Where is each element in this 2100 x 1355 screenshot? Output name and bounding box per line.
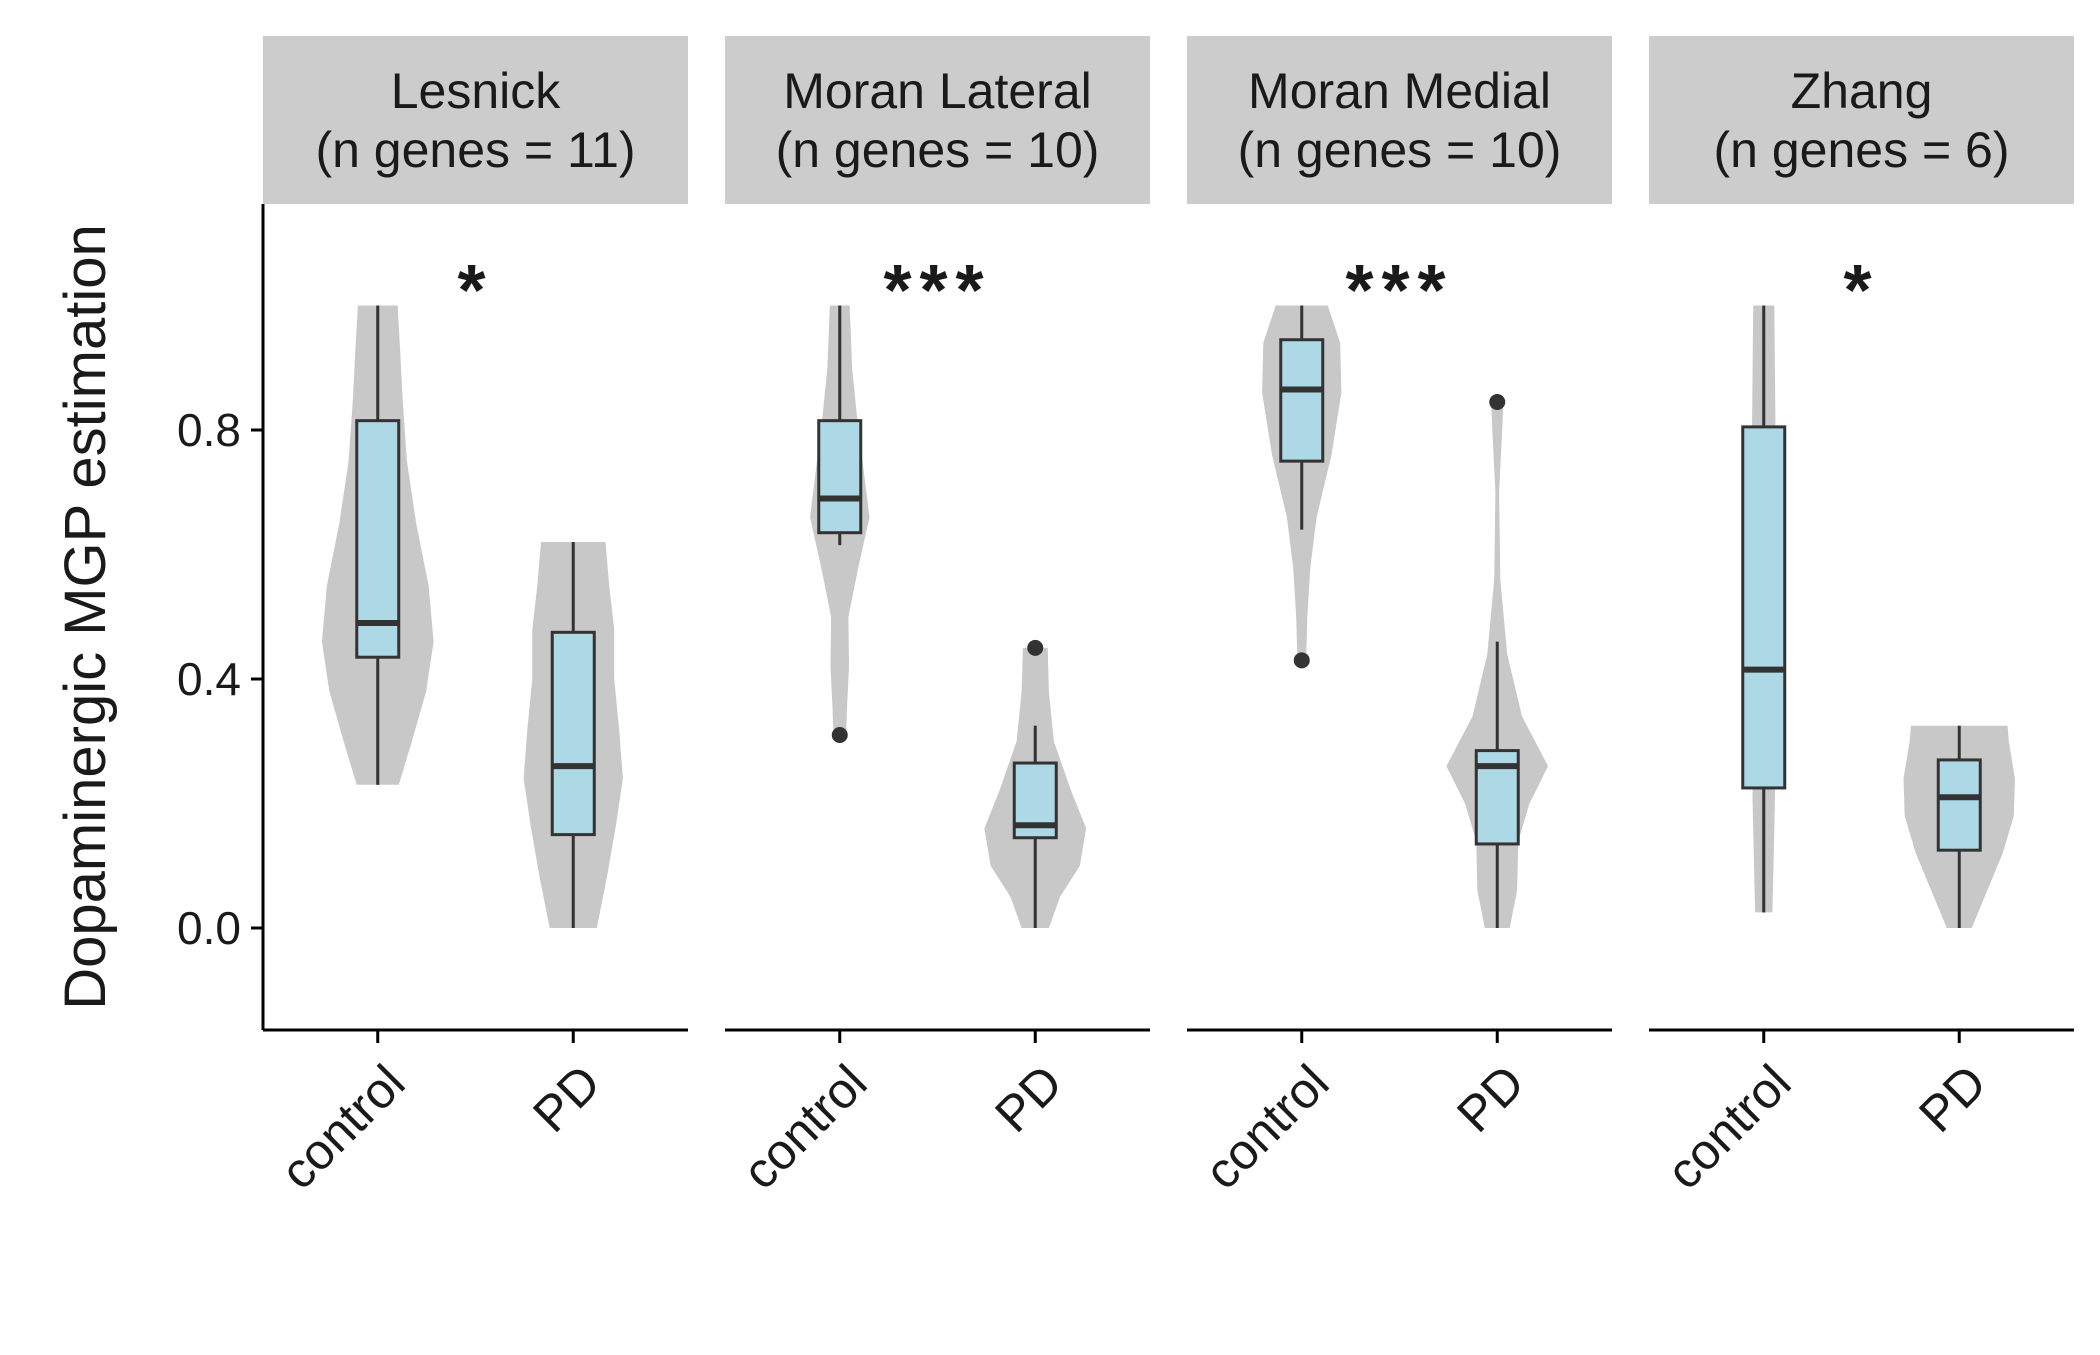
box-control xyxy=(1741,425,1787,790)
significance-label: * xyxy=(1843,251,1879,331)
x-tick-label: control xyxy=(270,1054,416,1200)
significance-label: *** xyxy=(1345,251,1453,331)
box-PD xyxy=(550,630,596,837)
outlier-point xyxy=(831,727,848,744)
y-axis-title: Dopaminergic MGP estimation xyxy=(53,224,118,1009)
facet-subtitle: (n genes = 11) xyxy=(315,122,635,178)
x-tick-label: PD xyxy=(522,1054,611,1143)
x-tick-label: PD xyxy=(1908,1054,1997,1143)
facet-strip xyxy=(1187,36,1612,204)
outlier-point xyxy=(1489,393,1506,410)
x-tick-label: control xyxy=(1656,1054,1802,1200)
facet-title: Moran Lateral xyxy=(783,63,1092,119)
facet-subtitle: (n genes = 10) xyxy=(776,122,1100,178)
x-tick-label: control xyxy=(1194,1054,1340,1200)
y-tick-label: 0.0 xyxy=(177,902,241,954)
significance-label: * xyxy=(457,251,493,331)
facet-subtitle: (n genes = 10) xyxy=(1238,122,1562,178)
significance-label: *** xyxy=(883,251,991,331)
box-control xyxy=(355,419,401,659)
x-tick-label: PD xyxy=(1446,1054,1535,1143)
box-control xyxy=(817,419,863,535)
facet-strip xyxy=(263,36,688,204)
facet-title: Moran Medial xyxy=(1248,63,1551,119)
facet-strip xyxy=(725,36,1150,204)
facet-title: Lesnick xyxy=(391,63,562,119)
facet-strip xyxy=(1649,36,2074,204)
box-control xyxy=(1279,338,1325,463)
outlier-point xyxy=(1027,639,1044,656)
y-tick-label: 0.8 xyxy=(177,404,241,456)
outlier-point xyxy=(1293,652,1310,669)
box-PD xyxy=(1936,758,1982,852)
facet-subtitle: (n genes = 6) xyxy=(1713,122,2009,178)
facet-title: Zhang xyxy=(1791,63,1933,119)
x-tick-label: PD xyxy=(984,1054,1073,1143)
y-tick-label: 0.4 xyxy=(177,653,241,705)
x-tick-label: control xyxy=(732,1054,878,1200)
